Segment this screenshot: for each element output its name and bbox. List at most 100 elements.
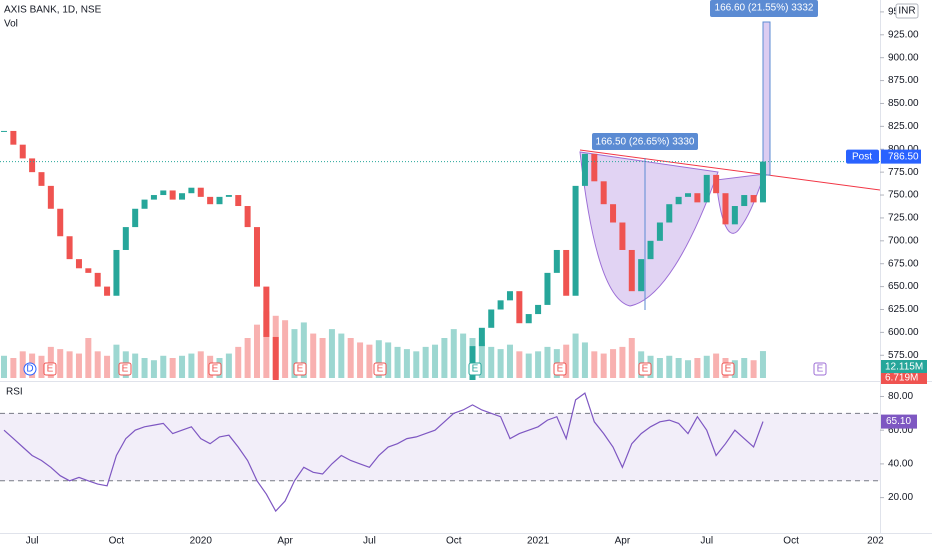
annotation: 166.60 (21.55%) 3332 <box>715 3 814 14</box>
candle <box>525 314 532 324</box>
volume-bar <box>413 351 420 378</box>
y-tick-label: 725.00 <box>888 213 919 224</box>
candle <box>581 153 588 186</box>
candle <box>647 240 654 260</box>
volume-bar <box>75 353 82 378</box>
candle <box>272 336 279 380</box>
candle <box>188 187 195 194</box>
event-marker[interactable] <box>208 362 222 376</box>
candle <box>516 291 523 324</box>
currency-box <box>895 3 919 19</box>
candle <box>160 190 167 196</box>
neckline <box>579 149 880 191</box>
candle <box>656 222 663 241</box>
x-tick-label: Jul <box>26 536 39 547</box>
candle <box>104 286 111 296</box>
candle <box>703 174 710 203</box>
price-label: 786.50 <box>888 151 919 162</box>
volume-bar <box>300 322 307 378</box>
volume-bar <box>394 346 401 378</box>
volume-bar <box>66 351 73 378</box>
measure-range <box>762 21 771 176</box>
y-tick-label: 700.00 <box>888 235 919 246</box>
volume-bar <box>319 338 326 378</box>
event-marker[interactable] <box>721 362 735 376</box>
candle <box>150 195 157 200</box>
candle <box>85 268 92 273</box>
candle <box>179 193 186 200</box>
volume-bar <box>441 338 448 378</box>
x-tick-label: Apr <box>277 536 293 547</box>
event-marker[interactable] <box>638 362 652 376</box>
candle <box>628 249 635 292</box>
volume-bar <box>160 355 167 378</box>
event-label: E <box>212 364 219 375</box>
volume-bar <box>235 346 242 378</box>
candle <box>263 286 270 337</box>
candle <box>750 195 757 203</box>
volume-bar <box>47 346 54 378</box>
event-marker[interactable] <box>468 362 482 376</box>
volume-bar <box>656 358 663 378</box>
volume-bar <box>225 353 232 378</box>
y-tick-label: 800.00 <box>888 144 919 155</box>
candle <box>132 208 139 228</box>
y-tick-label: 850.00 <box>888 98 919 109</box>
event-marker[interactable] <box>293 362 307 376</box>
candle <box>19 144 26 159</box>
volume-bar <box>197 351 204 378</box>
event-marker[interactable] <box>553 362 567 376</box>
candle <box>591 153 598 182</box>
event-marker[interactable] <box>118 362 132 376</box>
candle <box>197 187 204 197</box>
volume-bar <box>366 344 373 378</box>
volume-bar <box>544 346 551 378</box>
price-box <box>881 149 921 164</box>
rsi-last-label: 65.10 <box>886 416 911 427</box>
y-tick-label: 900.00 <box>888 52 919 63</box>
rsi-box <box>881 414 917 429</box>
vol-box <box>881 360 927 373</box>
volume-bar <box>263 311 270 378</box>
x-tick-label: Oct <box>446 536 462 547</box>
event-marker[interactable] <box>373 362 387 376</box>
volume-bar <box>85 338 92 378</box>
volume-bar <box>675 358 682 378</box>
event-marker[interactable] <box>43 362 57 376</box>
x-tick-label: 202 <box>867 536 884 547</box>
volume-bar <box>610 349 617 378</box>
event-marker[interactable] <box>23 362 37 376</box>
vol-ma-box <box>881 372 927 384</box>
volume-bar <box>591 351 598 378</box>
candle <box>66 236 73 260</box>
volume-bar <box>450 329 457 378</box>
event-label: D <box>26 364 33 375</box>
candle <box>94 272 101 287</box>
x-tick-label: 2020 <box>190 536 213 547</box>
post-label: Post <box>852 151 872 162</box>
y-tick-label: 875.00 <box>888 75 919 86</box>
x-tick-label: 2021 <box>527 536 550 547</box>
candle <box>544 272 551 305</box>
rsi-legend: RSI <box>6 387 23 398</box>
volume-bar <box>685 360 692 378</box>
candle <box>291 488 297 506</box>
y-tick-label: 600.00 <box>888 327 919 338</box>
volume-bar <box>150 360 157 378</box>
candle <box>244 206 251 228</box>
volume-bar <box>460 333 467 378</box>
event-marker[interactable] <box>813 362 827 376</box>
annotation-box <box>592 133 698 150</box>
volume-bar <box>310 333 317 378</box>
y-tick-label: 575.00 <box>888 350 919 361</box>
volume-bar <box>375 340 382 378</box>
candle <box>75 259 82 269</box>
candle <box>722 193 729 225</box>
volume-bar <box>666 355 673 378</box>
candle <box>713 174 720 194</box>
volume-bar <box>432 344 439 378</box>
candle <box>122 227 129 250</box>
event-label: E <box>47 364 54 375</box>
vol-label: 12.115M <box>885 362 923 373</box>
rsi-tick-label: 60.00 <box>888 425 913 436</box>
